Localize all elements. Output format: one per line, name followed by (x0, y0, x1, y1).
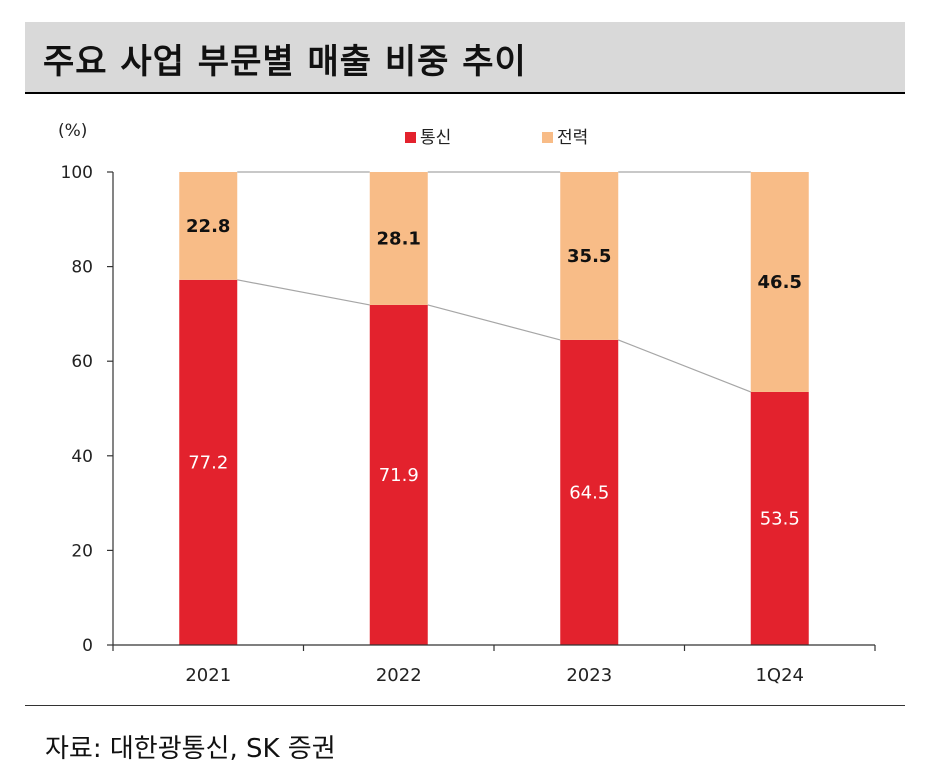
y-axis-unit-label: (%) (58, 121, 87, 141)
legend-swatch-power (542, 132, 553, 143)
x-tick-label-2021: 2021 (185, 665, 231, 686)
connector-lines (237, 171, 751, 393)
x-tick-label-2023: 2023 (566, 665, 612, 686)
connector-line-telecom (427, 304, 561, 341)
y-tick-label: 40 (71, 447, 93, 467)
legend: 통신 전력 (405, 128, 588, 148)
bar-telecom-2022 (369, 304, 428, 645)
chart-area: (%) 통신 전력 0 20 40 60 80 100 77.2 22.8 71.9 28.1 64… (0, 100, 939, 700)
legend-swatch-telecom (405, 132, 416, 143)
x-axis-ticks: 2021 2022 2023 1Q24 (112, 645, 876, 686)
y-tick-label: 80 (71, 258, 93, 278)
bar-power-2022 (369, 172, 428, 305)
legend-label-telecom: 통신 (420, 128, 451, 148)
bar-power-2023 (560, 172, 619, 340)
y-axis-ticks: 0 20 40 60 80 100 (61, 163, 113, 656)
legend-label-power: 전력 (557, 128, 588, 148)
data-label-telecom-2023: 64.5 (569, 482, 609, 503)
data-label-power-2021: 22.8 (186, 216, 230, 237)
bar-telecom-2023 (560, 339, 619, 645)
data-label-telecom-2021: 77.2 (188, 452, 228, 473)
chart-title: 주요 사업 부문별 매출 비중 추이 (43, 42, 527, 82)
y-tick-label: 100 (61, 163, 93, 183)
bar-telecom-1Q24 (750, 391, 809, 645)
data-label-power-2023: 35.5 (567, 246, 611, 267)
y-tick-label: 60 (71, 352, 93, 372)
connector-line-telecom (618, 339, 751, 393)
connector-line-telecom (237, 279, 370, 306)
data-label-telecom-2022: 71.9 (379, 465, 419, 486)
y-tick-label: 0 (82, 636, 93, 656)
footer-divider (25, 705, 905, 706)
x-tick-label-2022: 2022 (376, 665, 422, 686)
data-label-power-2022: 28.1 (377, 228, 421, 249)
title-bar: 주요 사업 부문별 매출 비중 추이 (25, 22, 905, 94)
bars (179, 172, 809, 645)
data-labels: 77.2 22.8 71.9 28.1 64.5 35.5 53.5 46.5 (186, 216, 802, 530)
data-label-telecom-1Q24: 53.5 (760, 508, 800, 529)
x-tick-label-1Q24: 1Q24 (755, 665, 804, 686)
data-label-power-1Q24: 46.5 (758, 272, 802, 293)
bar-telecom-2021 (179, 279, 238, 645)
y-tick-label: 20 (71, 541, 93, 561)
stacked-bar-chart: (%) 통신 전력 0 20 40 60 80 100 77.2 22.8 71.9 28.1 64… (58, 121, 876, 686)
bar-power-2021 (179, 172, 238, 280)
source-note: 자료: 대한광통신, SK 증권 (45, 734, 336, 764)
bar-power-1Q24 (750, 172, 809, 392)
